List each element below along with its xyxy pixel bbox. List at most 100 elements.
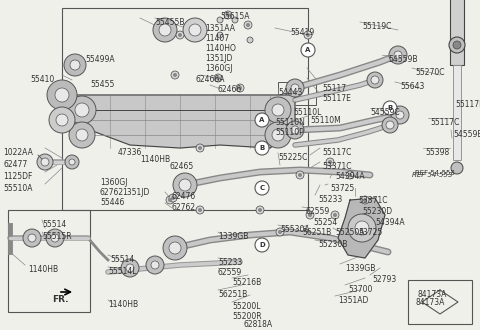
Circle shape <box>247 37 253 43</box>
Circle shape <box>70 60 80 70</box>
Text: 55250A: 55250A <box>335 228 364 237</box>
Circle shape <box>355 221 369 235</box>
Circle shape <box>449 37 465 53</box>
Text: 1140HO: 1140HO <box>205 44 236 53</box>
Circle shape <box>391 106 409 124</box>
Text: 55230B: 55230B <box>318 240 348 249</box>
Circle shape <box>256 206 264 214</box>
Circle shape <box>382 117 398 133</box>
Circle shape <box>126 264 134 272</box>
Text: 55643: 55643 <box>400 82 424 91</box>
Circle shape <box>255 141 269 155</box>
Circle shape <box>171 71 179 79</box>
Circle shape <box>276 228 284 236</box>
Text: 53371C: 53371C <box>358 196 387 205</box>
Circle shape <box>453 41 461 49</box>
Circle shape <box>244 21 252 29</box>
Text: 53700: 53700 <box>348 285 372 294</box>
Bar <box>62 8 308 210</box>
Circle shape <box>169 194 177 202</box>
Text: 53725: 53725 <box>358 228 382 237</box>
Circle shape <box>383 101 397 115</box>
Circle shape <box>304 31 312 39</box>
Circle shape <box>394 51 402 59</box>
Circle shape <box>37 154 53 170</box>
Bar <box>453 65 461 160</box>
Bar <box>278 82 316 105</box>
Circle shape <box>28 234 36 242</box>
Text: 1339GB: 1339GB <box>345 264 375 273</box>
Text: 62465: 62465 <box>170 162 194 171</box>
Circle shape <box>328 160 332 164</box>
Text: 84173A: 84173A <box>415 298 444 307</box>
Circle shape <box>75 103 89 117</box>
Circle shape <box>308 213 312 217</box>
Text: 62762: 62762 <box>100 188 124 197</box>
Text: 1351JD: 1351JD <box>122 188 149 197</box>
Text: 55510A: 55510A <box>3 184 33 193</box>
Text: 1125DF: 1125DF <box>3 172 32 181</box>
Circle shape <box>348 173 352 177</box>
Circle shape <box>168 198 172 202</box>
Text: 55110N: 55110N <box>275 118 305 127</box>
Circle shape <box>306 33 310 37</box>
Circle shape <box>51 234 59 242</box>
Text: 55499A: 55499A <box>85 55 115 64</box>
Text: REF 54-553: REF 54-553 <box>412 172 453 178</box>
Circle shape <box>173 173 197 197</box>
Text: 1339GB: 1339GB <box>218 232 248 241</box>
Text: 55230D: 55230D <box>362 207 392 216</box>
Circle shape <box>121 259 139 277</box>
Text: B: B <box>259 145 264 151</box>
Text: 55225C: 55225C <box>278 153 307 162</box>
Text: 55117C: 55117C <box>430 118 459 127</box>
Circle shape <box>159 24 171 36</box>
Text: 55110M: 55110M <box>310 116 341 125</box>
Text: 55515R: 55515R <box>42 232 72 241</box>
Circle shape <box>236 84 244 92</box>
Circle shape <box>326 158 334 166</box>
Text: 52793: 52793 <box>372 275 396 284</box>
Text: FR.: FR. <box>52 295 69 304</box>
Circle shape <box>69 159 75 165</box>
Circle shape <box>298 173 302 177</box>
Text: 55200L: 55200L <box>232 302 261 311</box>
Circle shape <box>232 17 238 23</box>
Circle shape <box>47 80 77 110</box>
Circle shape <box>224 11 232 19</box>
Circle shape <box>178 33 182 37</box>
Circle shape <box>255 238 269 252</box>
Text: 55110L: 55110L <box>293 108 322 117</box>
Text: 54394A: 54394A <box>375 218 405 227</box>
Circle shape <box>363 198 367 202</box>
Text: 47336: 47336 <box>118 148 143 157</box>
Text: 1351AA: 1351AA <box>205 24 235 33</box>
Circle shape <box>258 208 262 212</box>
Circle shape <box>183 18 207 42</box>
Text: 62476: 62476 <box>172 192 196 201</box>
Circle shape <box>55 88 69 102</box>
Circle shape <box>153 18 177 42</box>
Circle shape <box>238 86 242 90</box>
Circle shape <box>348 214 376 242</box>
Circle shape <box>367 72 383 88</box>
Text: 55270C: 55270C <box>415 68 444 77</box>
Text: 62477: 62477 <box>3 160 27 169</box>
Text: 62466A: 62466A <box>195 75 225 84</box>
Text: C: C <box>259 185 264 191</box>
Text: B: B <box>387 105 393 111</box>
Circle shape <box>306 211 314 219</box>
Text: 56251B: 56251B <box>302 228 331 237</box>
Circle shape <box>46 229 64 247</box>
Text: 55216B: 55216B <box>232 278 261 287</box>
Circle shape <box>169 242 181 254</box>
Circle shape <box>214 74 222 82</box>
Text: 55117C: 55117C <box>322 148 351 157</box>
Circle shape <box>65 155 79 169</box>
Text: 55233: 55233 <box>318 195 342 204</box>
Text: 55233: 55233 <box>218 258 242 267</box>
Text: 62559: 62559 <box>218 268 242 277</box>
Circle shape <box>198 208 202 212</box>
Circle shape <box>255 113 269 127</box>
Circle shape <box>226 13 230 17</box>
